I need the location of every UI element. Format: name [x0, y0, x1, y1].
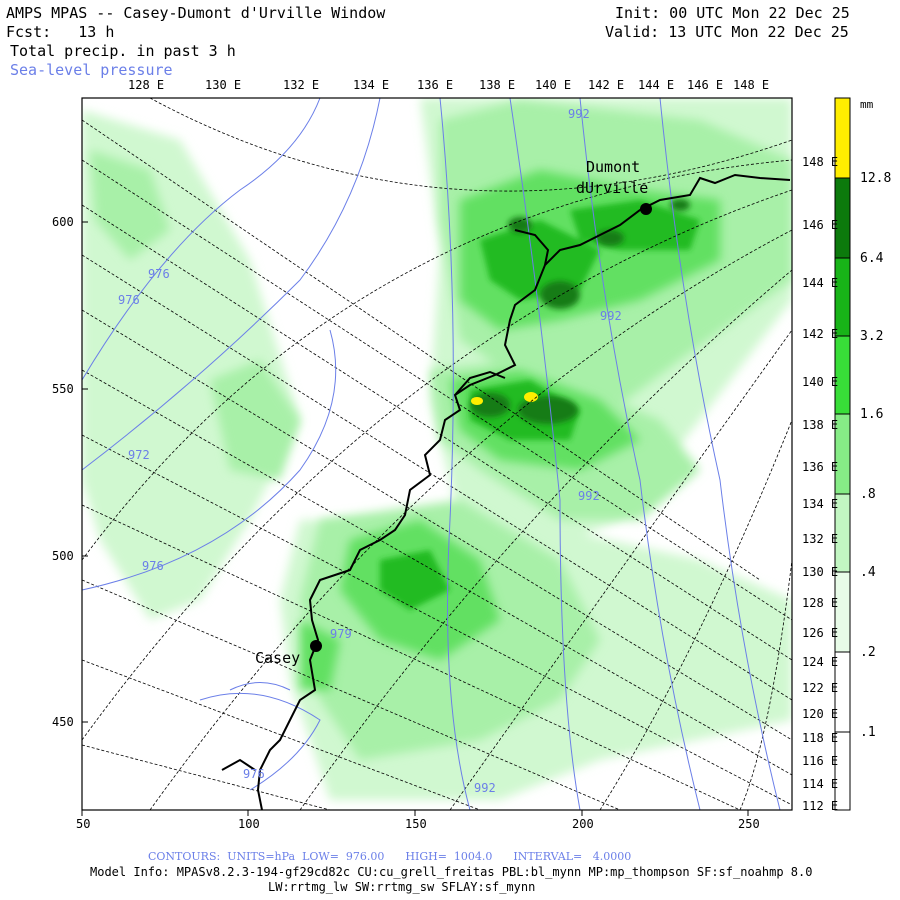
right-lon-label: 116 E [802, 754, 839, 768]
colorbar-swatch [835, 572, 850, 652]
right-lon-label: 118 E [802, 731, 839, 745]
dumont-durville-marker [640, 203, 652, 215]
top-lon-label: 134 E [353, 78, 390, 92]
top-lon-label: 140 E [535, 78, 572, 92]
right-lon-label: 114 E [802, 777, 839, 791]
x-axis-label: 200 [572, 817, 594, 831]
x-axis-label: 50 [76, 817, 91, 831]
casey-marker [310, 640, 322, 652]
right-lon-label: 132 E [802, 532, 839, 546]
right-lon-label: 144 E [802, 276, 839, 290]
model-info: Model Info: MPASv8.2.3-194-gf29cd82c CU:… [90, 865, 813, 879]
isobar-label: 979 [330, 627, 352, 641]
isobar-label: 976 [148, 267, 170, 281]
right-lon-label: 142 E [802, 327, 839, 341]
y-axis-label: 600 [52, 215, 74, 229]
x-axis-label: 150 [405, 817, 427, 831]
isobar-label: 992 [578, 489, 600, 503]
top-lon-label: 128 E [128, 78, 165, 92]
top-lon-label: 136 E [417, 78, 454, 92]
colorbar-swatch [835, 652, 850, 810]
right-lon-label: 134 E [802, 497, 839, 511]
colorbar [834, 97, 851, 811]
colorbar-swatch [835, 98, 850, 178]
right-lon-label: 136 E [802, 460, 839, 474]
colorbar-level: .1 [860, 725, 876, 740]
top-lon-label: 144 E [638, 78, 675, 92]
colorbar-swatch [835, 494, 850, 572]
top-lon-label: 146 E [687, 78, 724, 92]
contour-info: CONTOURS: UNITS=hPa LOW= 976.00 HIGH= 10… [148, 850, 632, 863]
y-axis-label: 500 [52, 549, 74, 563]
colorbar-unit: mm [860, 98, 874, 111]
field-name: Total precip. in past 3 h [10, 42, 236, 60]
colorbar-level: 1.6 [860, 407, 884, 422]
colorbar-level: 3.2 [860, 329, 884, 344]
top-lon-label: 130 E [205, 78, 242, 92]
right-lon-label: 140 E [802, 375, 839, 389]
forecast-hour: Fcst: 13 h [6, 23, 115, 41]
isobar-label: 992 [568, 107, 590, 121]
colorbar-swatch [835, 414, 850, 494]
plot-frame [81, 97, 793, 811]
valid-time: Valid: 13 UTC Mon 22 Dec 25 [605, 23, 849, 41]
init-time: Init: 00 UTC Mon 22 Dec 25 [615, 4, 850, 22]
colorbar-swatch [835, 336, 850, 414]
colorbar-level: 6.4 [860, 251, 884, 266]
dumont-label: Dumont [586, 158, 641, 176]
right-lon-label: 148 E [802, 155, 839, 169]
overlay-name: Sea-level pressure [10, 61, 173, 79]
colorbar-level: .8 [860, 487, 876, 502]
model-info-line2: LW:rrtmg_lw SW:rrtmg_sw SFLAY:sf_mynn [268, 880, 536, 894]
isobar-label: 976 [118, 293, 140, 307]
isobar-label: 972 [128, 448, 150, 462]
top-lon-label: 148 E [733, 78, 770, 92]
precip-field [82, 98, 792, 810]
casey-label: Casey [255, 649, 301, 667]
right-lon-label: 112 E [802, 799, 839, 813]
top-lon-label: 138 E [479, 78, 516, 92]
right-lon-label: 146 E [802, 218, 839, 232]
y-axis-label: 550 [52, 382, 74, 396]
map-title: AMPS MPAS -- Casey-Dumont d'Urville Wind… [6, 4, 386, 22]
right-lon-label: 120 E [802, 707, 839, 721]
right-lon-label: 130 E [802, 565, 839, 579]
isobar-label: 976 [142, 559, 164, 573]
colorbar-swatch [835, 258, 850, 336]
right-lon-label: 126 E [802, 626, 839, 640]
isobar-label: 992 [474, 781, 496, 795]
durville-label: dUrville [576, 179, 649, 197]
right-lon-label: 128 E [802, 596, 839, 610]
top-lon-label: 132 E [283, 78, 320, 92]
right-lon-label: 122 E [802, 681, 839, 695]
colorbar-level: 12.8 [860, 171, 892, 186]
isobar-label: 976 [243, 767, 265, 781]
isobar-label: 992 [600, 309, 622, 323]
top-lon-label: 142 E [588, 78, 625, 92]
x-axis-label: 100 [238, 817, 260, 831]
colorbar-level: .4 [860, 565, 876, 580]
colorbar-swatch [835, 178, 850, 258]
colorbar-level: .2 [860, 645, 876, 660]
right-lon-label: 124 E [802, 655, 839, 669]
right-lon-label: 138 E [802, 418, 839, 432]
x-axis-label: 250 [738, 817, 760, 831]
y-axis-label: 450 [52, 715, 74, 729]
